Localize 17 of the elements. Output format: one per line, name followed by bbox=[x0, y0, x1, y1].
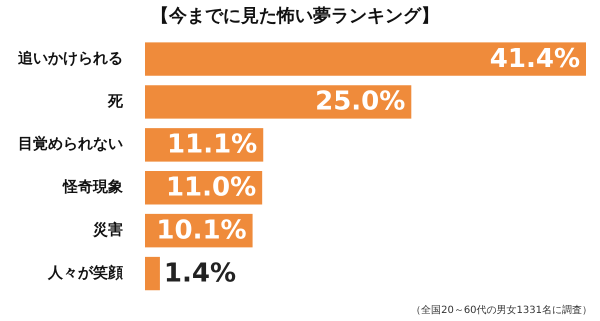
chart-title: 【今までに見た怖い夢ランキング】 bbox=[151, 5, 439, 26]
y-tick-label: 目覚められない bbox=[18, 134, 123, 153]
data-label: 11.1% bbox=[167, 130, 258, 160]
y-tick-label: 追いかけられる bbox=[17, 48, 123, 67]
y-tick-label: 死 bbox=[107, 92, 124, 110]
bar bbox=[145, 256, 160, 290]
bar bbox=[145, 42, 586, 76]
data-label: 10.1% bbox=[156, 215, 247, 246]
data-label: 25.0% bbox=[315, 86, 406, 117]
data-label: 41.4% bbox=[490, 44, 580, 74]
data-label: 1.4% bbox=[164, 258, 236, 288]
y-tick-label: 怪奇現象 bbox=[62, 178, 123, 196]
y-tick-label: 災害 bbox=[92, 220, 123, 239]
text: （全国20～60代の男女1331名に調査） bbox=[411, 304, 592, 317]
bar bbox=[145, 85, 412, 119]
y-tick-label: 人々が笑顔 bbox=[47, 263, 123, 282]
data-label: 11.0% bbox=[166, 172, 256, 202]
